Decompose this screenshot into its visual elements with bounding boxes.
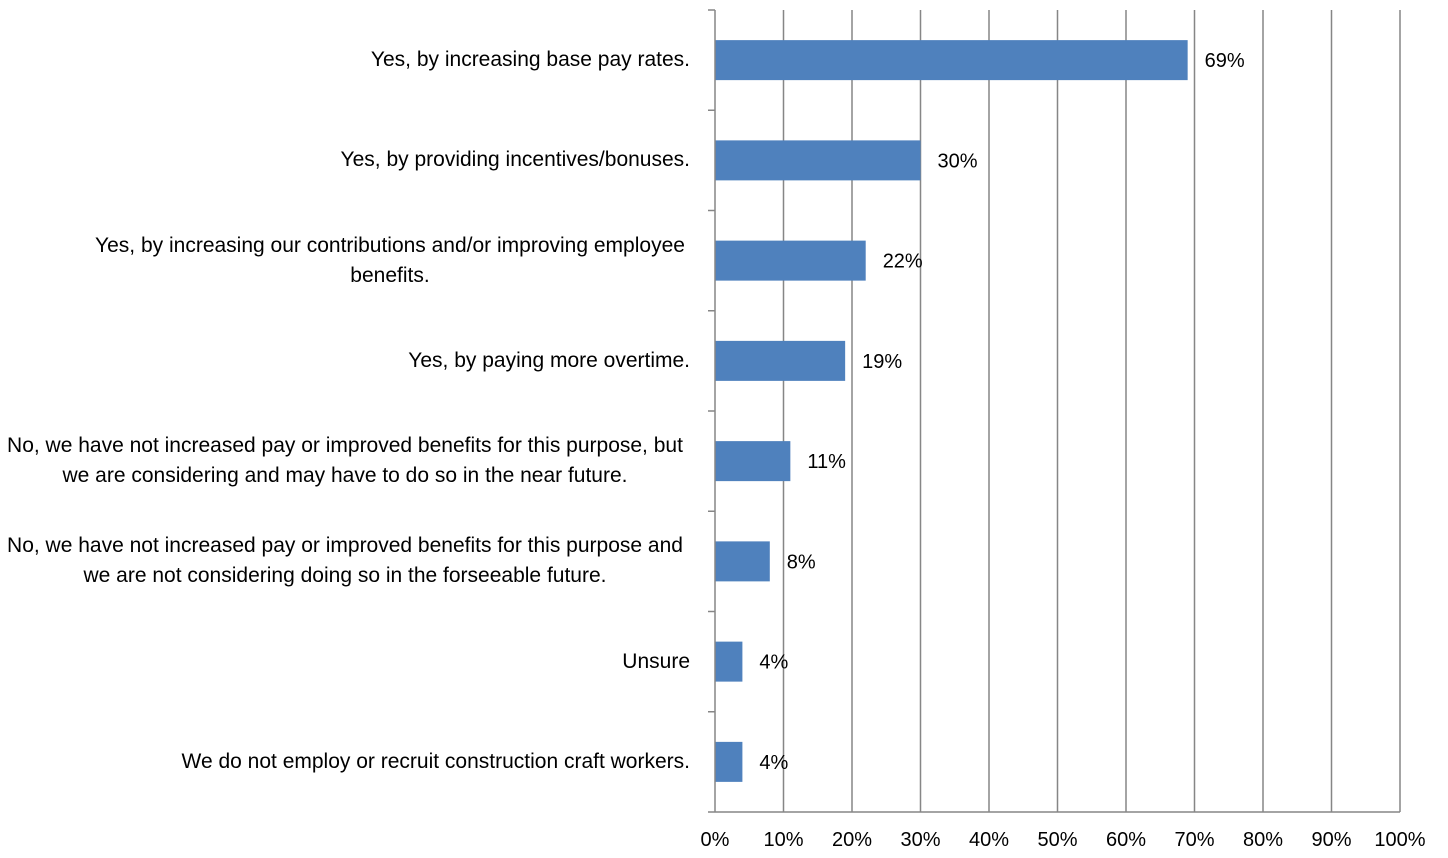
bar-3: [715, 240, 866, 281]
value-label-5: 11%: [807, 451, 846, 473]
x-tick-label-40: 40%: [969, 829, 1009, 851]
value-label-2: 30%: [938, 150, 978, 172]
bar-6: [715, 541, 770, 582]
x-tick-label-10: 10%: [763, 829, 803, 851]
x-tick-label-60: 60%: [1106, 829, 1146, 851]
x-tick-label-90: 90%: [1311, 829, 1351, 851]
category-label-4: Yes, by paying more overtime.: [408, 348, 690, 372]
value-label-4: 19%: [862, 351, 902, 373]
category-label-5: No, we have not increased pay or improve…: [7, 434, 683, 488]
category-label-6: No, we have not increased pay or improve…: [7, 534, 683, 588]
x-tick-label-30: 30%: [900, 829, 940, 851]
bar-8: [715, 741, 743, 782]
category-label-3: Yes, by increasing our contributions and…: [95, 233, 685, 287]
x-tick-label-0: 0%: [701, 829, 730, 851]
x-tick-label-50: 50%: [1037, 829, 1077, 851]
category-label-2: Yes, by providing incentives/bonuses.: [340, 148, 690, 172]
value-label-3: 22%: [883, 251, 923, 273]
value-label-7: 4%: [759, 652, 788, 674]
category-label-8: We do not employ or recruit construction…: [181, 749, 690, 773]
x-tick-label-100: 100%: [1374, 829, 1425, 851]
value-label-8: 4%: [759, 752, 788, 774]
value-label-1: 69%: [1205, 50, 1245, 72]
bar-2: [715, 140, 921, 181]
category-label-1: Yes, by increasing base pay rates.: [370, 48, 690, 72]
x-tick-label-70: 70%: [1174, 829, 1214, 851]
x-tick-label-20: 20%: [832, 829, 872, 851]
x-tick-label-80: 80%: [1243, 829, 1283, 851]
category-label-7: Unsure: [622, 649, 690, 673]
bar-4: [715, 340, 846, 381]
bar-5: [715, 441, 791, 482]
bar-1: [715, 40, 1188, 81]
value-label-6: 8%: [787, 551, 816, 573]
bar-7: [715, 641, 743, 682]
